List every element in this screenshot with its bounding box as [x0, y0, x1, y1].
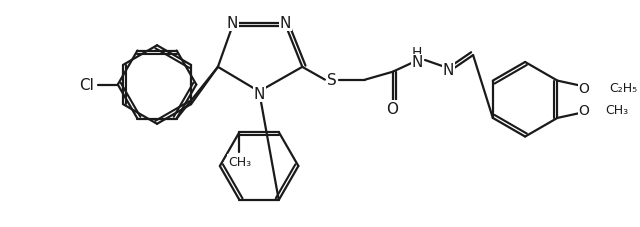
Text: N: N	[280, 16, 291, 31]
Text: N: N	[412, 55, 423, 70]
Text: CH₃: CH₃	[228, 155, 251, 168]
Text: N: N	[253, 86, 265, 101]
Text: O: O	[579, 104, 589, 118]
Text: C₂H₅: C₂H₅	[609, 82, 637, 95]
Text: S: S	[327, 73, 337, 88]
Text: O: O	[387, 101, 399, 116]
Text: CH₃: CH₃	[605, 103, 628, 116]
Text: N: N	[443, 63, 454, 78]
Text: N: N	[227, 16, 238, 31]
Text: O: O	[579, 82, 589, 96]
Text: H: H	[412, 46, 422, 60]
Text: Cl: Cl	[79, 78, 94, 93]
